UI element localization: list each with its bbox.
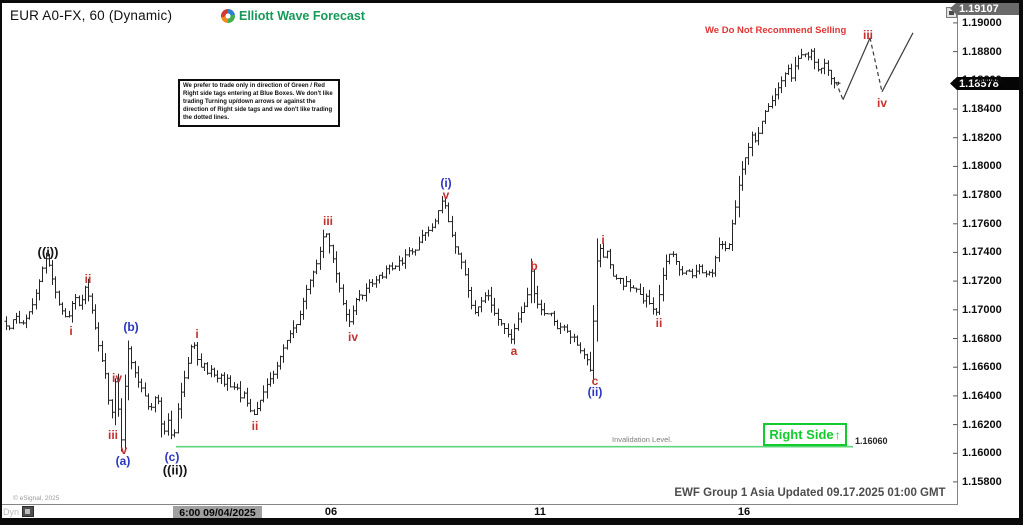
window-border-top — [0, 0, 1023, 3]
wave-label: c — [591, 374, 599, 388]
wave-label: (c) — [164, 450, 180, 464]
time-tick-label: 16 — [737, 506, 751, 518]
dyn-mode-icon[interactable] — [22, 506, 34, 517]
last-price-tag: 1.18578 — [950, 77, 1019, 90]
wave-label: iii — [862, 28, 874, 42]
price-tick-label: 1.19000 — [962, 16, 1002, 29]
wave-label: iii — [107, 428, 119, 442]
scale-settings-icon — [949, 11, 954, 15]
price-tick-label: 1.18400 — [962, 103, 1002, 115]
window-border-bottom — [0, 518, 1023, 525]
footer-note: EWF Group 1 Asia Updated 09.17.2025 01:0… — [674, 487, 946, 499]
wave-label: i — [69, 324, 73, 338]
wave-label: ((ii)) — [162, 462, 188, 478]
wave-label: ii — [251, 419, 259, 433]
price-tick-label: 1.15800 — [962, 475, 1002, 488]
dyn-mode-label: Dyn — [3, 507, 20, 517]
wave-label: iv — [111, 371, 123, 385]
wave-label: (ii) — [587, 385, 603, 399]
esignal-copyright: © eSignal, 2025 — [13, 495, 60, 502]
ewf-logo-icon — [221, 9, 235, 23]
brand: Elliott Wave Forecast — [221, 9, 365, 23]
wave-label: (a) — [115, 454, 131, 468]
invalidation-label: Invalidation Level. — [612, 435, 673, 444]
time-axis[interactable]: Dyn 6:00 09/04/2025 06 11 16 — [0, 505, 1023, 519]
wave-label: (i) — [440, 176, 452, 190]
wave-label: b — [530, 259, 538, 273]
chart-title: EUR A0-FX, 60 (Dynamic) — [10, 8, 173, 23]
selected-date-label: 6:00 09/04/2025 — [173, 506, 262, 519]
invalidation-price: 1.16060 — [855, 436, 888, 446]
time-tick-label: 06 — [324, 506, 338, 518]
price-tick-label: 1.17200 — [962, 275, 1002, 288]
price-tick-label: 1.18800 — [962, 45, 1002, 58]
wave-label: i — [601, 233, 605, 247]
wave-label: a — [510, 344, 518, 358]
price-tick-label: 1.16400 — [962, 389, 1002, 402]
wave-label: iv — [876, 96, 888, 110]
price-tick-label: 1.18200 — [962, 131, 1002, 144]
price-tick-label: 1.18000 — [962, 160, 1002, 173]
price-tick-label: 1.18600 — [962, 74, 1002, 87]
wave-label: ((i)) — [37, 244, 59, 260]
brand-label: Elliott Wave Forecast — [239, 9, 365, 23]
wave-label: i — [195, 327, 199, 341]
session-high-tag: 1.19107 — [950, 2, 1019, 15]
time-tick-label: 11 — [534, 506, 546, 518]
wave-label: iii — [322, 214, 334, 228]
price-tick-label: 1.17400 — [962, 246, 1002, 259]
right-side-tag[interactable]: Right Side ↑ — [763, 423, 847, 446]
wave-label: v — [442, 188, 450, 202]
up-arrow-icon: ↑ — [834, 427, 841, 442]
price-tick-label: 1.16800 — [962, 332, 1002, 345]
price-tick-label: 1.17600 — [962, 217, 1002, 230]
price-tick-label: 1.16200 — [962, 418, 1002, 431]
price-tick-label: 1.17800 — [962, 189, 1002, 202]
wave-label: ii — [84, 272, 92, 286]
price-tick-label: 1.16600 — [962, 361, 1002, 374]
wave-label: iv — [347, 330, 359, 344]
trading-info-box: We prefer to trade only in direction of … — [178, 79, 340, 127]
price-tick-label: 1.16000 — [962, 447, 1002, 460]
wave-label: v — [120, 443, 128, 457]
wave-label: ii — [655, 316, 663, 330]
window-border-left — [0, 0, 2, 525]
right-side-label: Right Side — [769, 427, 834, 442]
warning-note: We Do Not Recommend Selling — [705, 25, 847, 36]
window-border-right — [1019, 0, 1023, 525]
wave-label: (b) — [123, 320, 139, 334]
price-scale[interactable]: 1.19107 1.18578 1.19000 1.18800 1.18600 1.1… — [946, 0, 1019, 505]
price-tick-label: 1.17000 — [962, 303, 1002, 316]
